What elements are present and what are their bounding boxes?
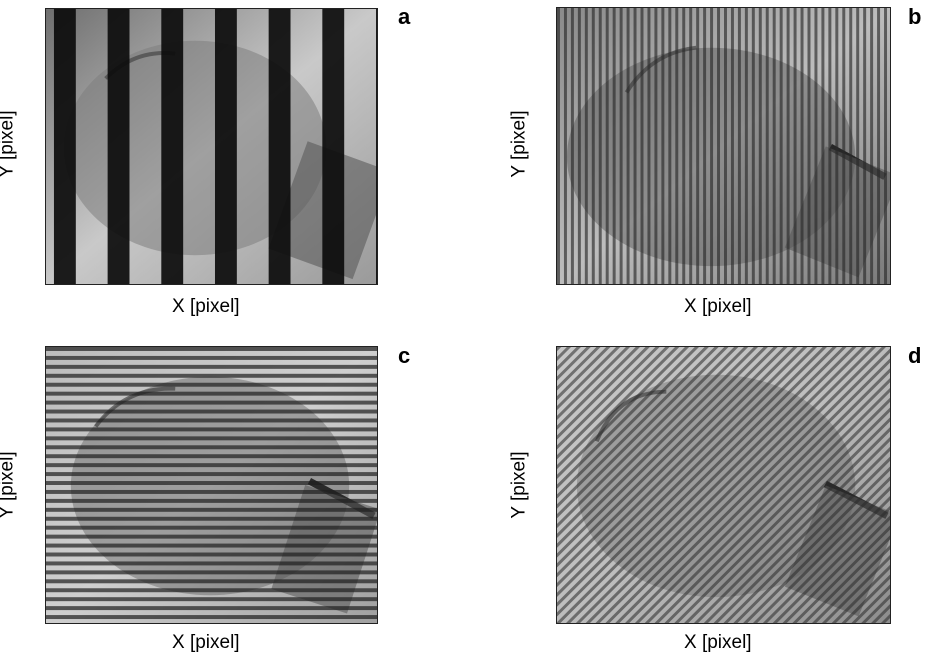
x-axis-label-a: X [pixel] bbox=[172, 296, 240, 317]
fringe-image-a bbox=[45, 8, 378, 285]
y-axis-label-a: Y [pixel] bbox=[0, 110, 18, 177]
y-axis-label-b: Y [pixel] bbox=[508, 110, 530, 178]
panel-letter-c: c bbox=[398, 343, 411, 368]
fringe-image-b-svg bbox=[557, 8, 890, 284]
y-axis-label-d: Y [pixel] bbox=[508, 451, 530, 519]
fringe-image-d-svg bbox=[557, 347, 890, 623]
fringe-image-a-svg bbox=[46, 9, 377, 284]
x-axis-label-b: X [pixel] bbox=[684, 296, 752, 317]
panel-letter-b: b bbox=[908, 4, 922, 29]
x-axis-label-c: X [pixel] bbox=[172, 632, 240, 653]
y-axis-label-c: Y [pixel] bbox=[0, 451, 18, 518]
fringe-image-b bbox=[556, 7, 891, 285]
fringe-image-d bbox=[556, 346, 891, 624]
fringe-image-c-svg bbox=[46, 347, 377, 623]
x-axis-label-d: X [pixel] bbox=[684, 632, 752, 653]
panel-letter-a: a bbox=[398, 4, 411, 29]
panel-letter-d: d bbox=[908, 343, 922, 368]
fringe-image-c bbox=[45, 346, 378, 624]
